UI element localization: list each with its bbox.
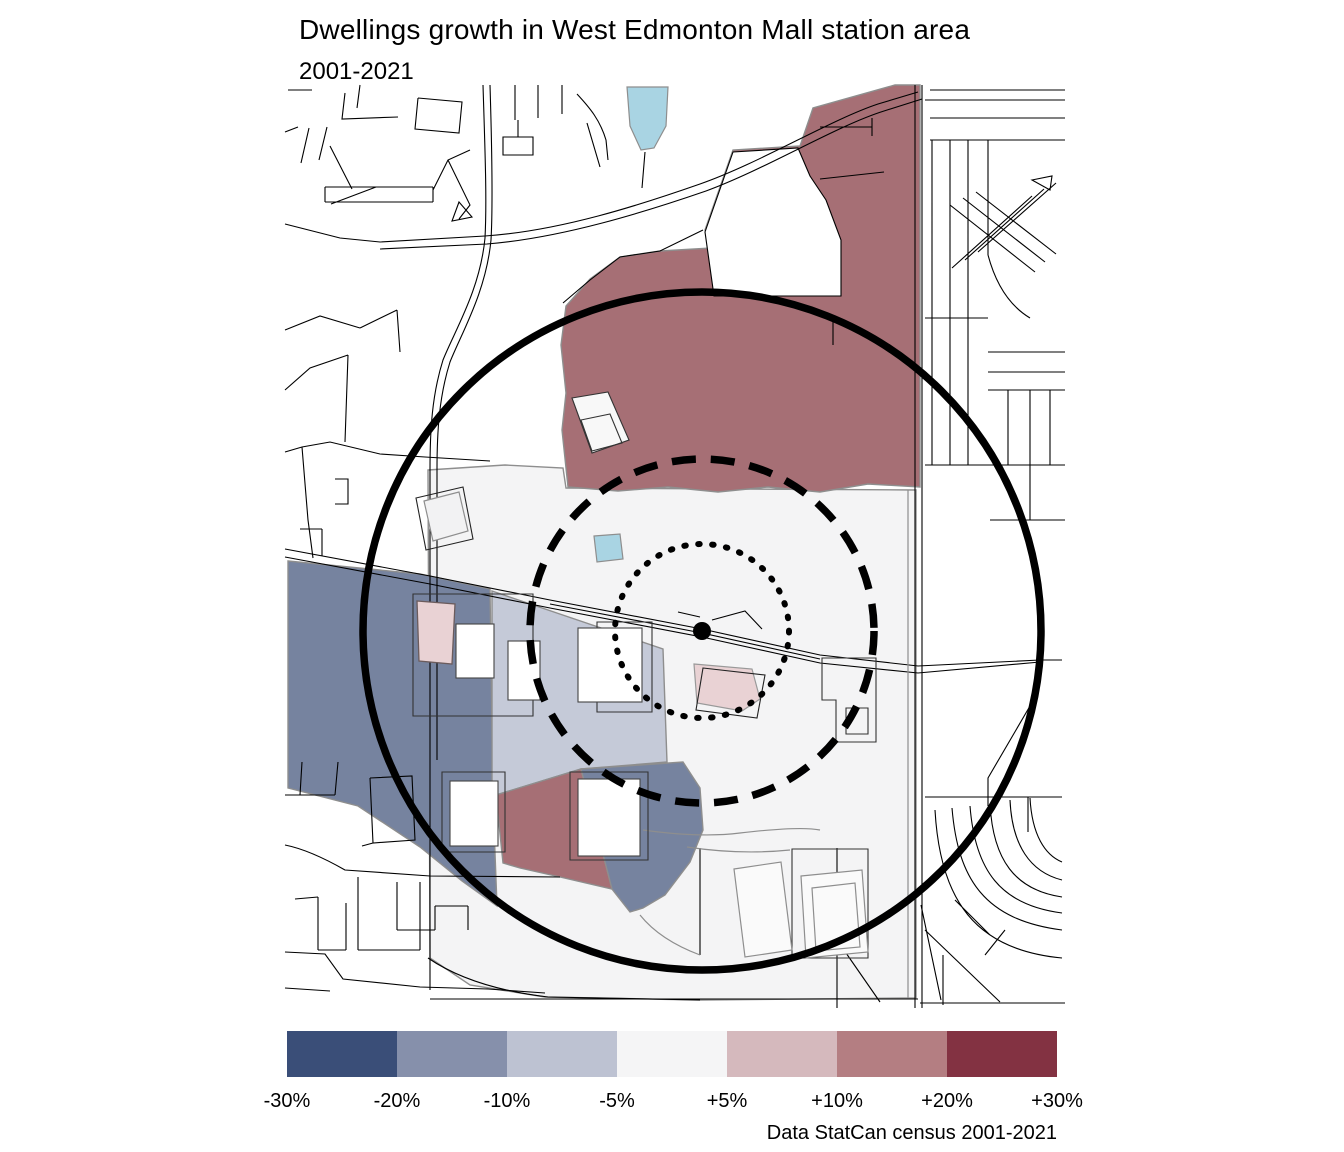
legend-swatch — [507, 1031, 617, 1077]
legend-label: +30% — [1031, 1090, 1083, 1112]
northeast-grid-streets — [925, 89, 1065, 466]
legend-swatch — [397, 1031, 507, 1077]
pink-parcel-west — [416, 600, 456, 665]
legend-swatch — [727, 1031, 837, 1077]
southeast-curved-streets — [920, 797, 1065, 1005]
census-tract-fills — [287, 84, 921, 1001]
legend-label: +10% — [811, 1090, 863, 1112]
legend-label: -20% — [373, 1090, 421, 1112]
southwest-streets — [284, 761, 561, 994]
legend-label: +20% — [921, 1090, 973, 1112]
ring-middle-dashed — [526, 455, 878, 807]
white-parallelogram-building — [571, 391, 630, 454]
station-rings — [359, 288, 1045, 974]
pond-north — [626, 86, 669, 151]
ring-inner-dotted — [612, 541, 792, 721]
ring-outer-solid — [359, 288, 1045, 974]
west-streets — [284, 309, 491, 559]
small-gray-building-outline — [415, 486, 474, 551]
legend-label: -5% — [599, 1090, 635, 1112]
page-subtitle: 2001-2021 — [299, 58, 414, 85]
legend-label: -10% — [483, 1090, 531, 1112]
vertical-arterial — [914, 85, 923, 1008]
parcel-outlines — [639, 490, 909, 998]
white-parallelogram-inner — [580, 413, 623, 452]
water-bodies — [593, 86, 669, 563]
small-gray-building — [423, 491, 469, 542]
page-title: Dwellings growth in West Edmonton Mall s… — [299, 14, 971, 45]
legend-colorbar — [287, 1031, 1057, 1077]
west-tract-region — [287, 560, 498, 908]
street-network — [284, 84, 1065, 1008]
apartment-buildings — [449, 623, 643, 857]
north-tract-streets — [562, 118, 885, 345]
pond-small — [593, 533, 624, 563]
northwest-streets — [284, 84, 474, 222]
east-streets — [925, 465, 1065, 832]
legend-swatch — [287, 1031, 397, 1077]
north-streets — [502, 85, 646, 189]
north-curved-arterial — [284, 91, 923, 250]
legend-swatch — [837, 1031, 947, 1077]
pink-parcel-center-outline — [695, 667, 766, 719]
legend-swatch — [617, 1031, 727, 1077]
data-source-caption: Data StatCan census 2001-2021 — [766, 1122, 1057, 1144]
station-marker — [693, 622, 711, 640]
legend-label: -30% — [263, 1090, 311, 1112]
legend-swatch — [947, 1031, 1057, 1077]
parcel-rect-outlines — [412, 593, 877, 959]
legend-label: +5% — [706, 1090, 748, 1112]
